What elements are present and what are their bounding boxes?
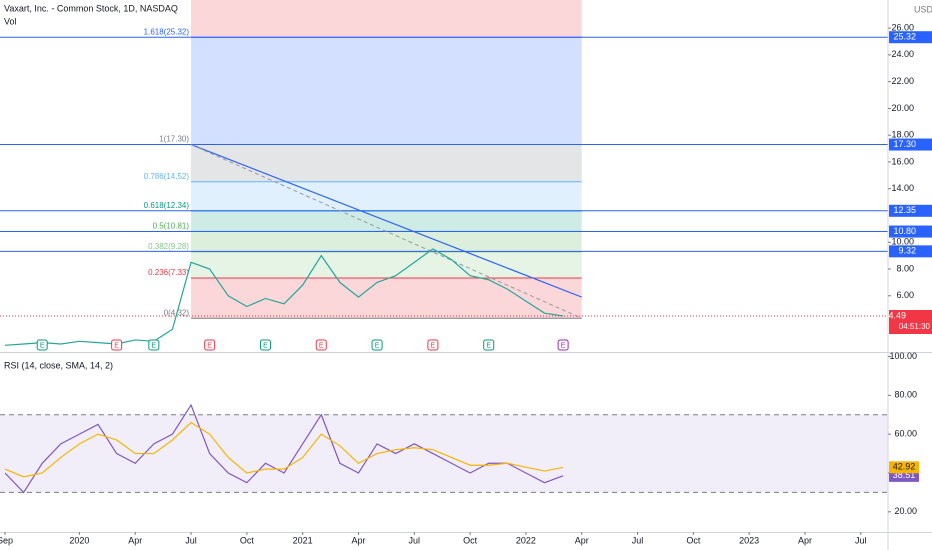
- y-tick-label: 20.00: [891, 103, 914, 113]
- y-tick-label: 80.00: [894, 390, 917, 400]
- fib-zone: [191, 231, 582, 252]
- fib-label: 1.618(25.32): [144, 27, 190, 36]
- volume-label: Vol: [4, 16, 17, 26]
- x-tick-label: Oct: [240, 535, 255, 545]
- earnings-marker: [259, 339, 271, 351]
- x-tick-label: Jul: [185, 535, 197, 545]
- price-pane: 1.618(25.32) 1(17.30) 0.786(14.52) 0.618(12…: [0, 0, 888, 351]
- rsi-band: [0, 414, 888, 493]
- earnings-label: E: [263, 342, 268, 349]
- x-tick-label: Jul: [855, 535, 867, 545]
- price-tag: [889, 31, 932, 44]
- x-tick-label: Oct: [686, 535, 701, 545]
- fib-zone: [191, 277, 582, 319]
- fib-label: 0.236(7.33): [148, 268, 189, 277]
- fib-label: 0.786(14.52): [144, 172, 190, 181]
- earnings-label: E: [561, 342, 566, 349]
- y-tick-label: 8.00: [896, 263, 914, 273]
- fib-label: 0.5(10.81): [153, 222, 190, 231]
- y-tick-label: 6.00: [896, 290, 914, 300]
- x-tick-label: 2021: [293, 535, 313, 545]
- y-tick-label: 24.00: [891, 49, 914, 59]
- fib-label: 0.382(9.28): [148, 242, 189, 251]
- y-tick-label: 20.00: [894, 506, 917, 516]
- fib-zone: [191, 251, 582, 278]
- fib-zone: [191, 0, 582, 38]
- x-tick-label: 2022: [516, 535, 536, 545]
- y-tick-label: 14.00: [891, 183, 914, 193]
- earnings-label: E: [431, 342, 436, 349]
- rsi-line: [4, 421, 564, 478]
- earnings-label: E: [114, 342, 119, 349]
- y-tick-label: 10.00: [891, 237, 914, 247]
- earnings-marker: [427, 339, 439, 351]
- x-tick-label: 2023: [739, 535, 759, 545]
- y-tick-label: 18.00: [891, 130, 914, 140]
- y-tick-label: 60.00: [894, 429, 917, 439]
- earnings-label: E: [375, 342, 380, 349]
- price-tag: [889, 245, 932, 258]
- fib-label: 0.618(12.34): [144, 201, 190, 210]
- chart-title: Vaxart, Inc. - Common Stock, 1D, NASDAQ: [4, 3, 178, 13]
- x-tick-label: Jul: [632, 535, 644, 545]
- x-tick-label: Apr: [575, 535, 589, 545]
- dashed-trend-line: [190, 144, 582, 319]
- rsi-title: RSI (14, close, SMA, 14, 2): [4, 360, 113, 370]
- y-tick-label: 26.00: [891, 22, 914, 32]
- trend-line: [190, 143, 582, 298]
- rsi-line: [4, 403, 564, 494]
- earnings-marker: [315, 339, 327, 351]
- fib-zone: [191, 37, 582, 145]
- fib-label: 1(17.30): [159, 135, 189, 144]
- earnings-marker: [111, 339, 123, 351]
- earnings-label: E: [207, 342, 212, 349]
- x-tick-label: Sep: [0, 535, 13, 545]
- rsi-tag-label: 42.92: [893, 462, 916, 472]
- price-line: [4, 248, 564, 346]
- y-tick-label: 100.00: [889, 351, 917, 361]
- x-tick-label: Apr: [798, 535, 812, 545]
- y-tick-label: 16.00: [891, 156, 914, 166]
- earnings-marker: [371, 339, 383, 351]
- price-tag: [889, 138, 932, 151]
- x-tick-label: Apr: [351, 535, 365, 545]
- rsi-tag: [889, 461, 919, 474]
- x-tick-label: Apr: [128, 535, 142, 545]
- currency: USD: [914, 4, 932, 14]
- x-tick-label: Oct: [463, 535, 478, 545]
- earnings-marker: [204, 339, 216, 351]
- countdown: 04:51:30: [899, 322, 931, 331]
- fib-zone: [191, 144, 582, 182]
- price-tag-label: 10.80: [893, 226, 916, 236]
- last-price-tag: [889, 309, 932, 334]
- earnings-marker: [483, 339, 495, 351]
- earnings-label: E: [486, 342, 491, 349]
- x-tick-label: Jul: [409, 535, 421, 545]
- price-tag-label: 17.30: [893, 139, 916, 149]
- earnings-label: E: [40, 342, 45, 349]
- x-tick-label: 2020: [69, 535, 89, 545]
- y-tick-label: 22.00: [891, 76, 914, 86]
- price-tag: [889, 225, 932, 238]
- last-price-label: 4.49: [888, 310, 906, 320]
- earnings-marker: [36, 339, 48, 351]
- earnings-label: E: [319, 342, 324, 349]
- price-tag-label: 12.35: [893, 205, 916, 215]
- price-tag-label: 25.32: [893, 32, 916, 42]
- earnings-marker: [557, 339, 569, 351]
- rsi-pane: [0, 403, 888, 494]
- earnings-marker: [148, 339, 160, 351]
- fib-zone: [191, 181, 582, 211]
- price-tag-label: 9.32: [898, 246, 916, 256]
- earnings-label: E: [151, 342, 156, 349]
- price-tag: [889, 204, 932, 217]
- rsi-tag-label: 38.51: [893, 470, 916, 480]
